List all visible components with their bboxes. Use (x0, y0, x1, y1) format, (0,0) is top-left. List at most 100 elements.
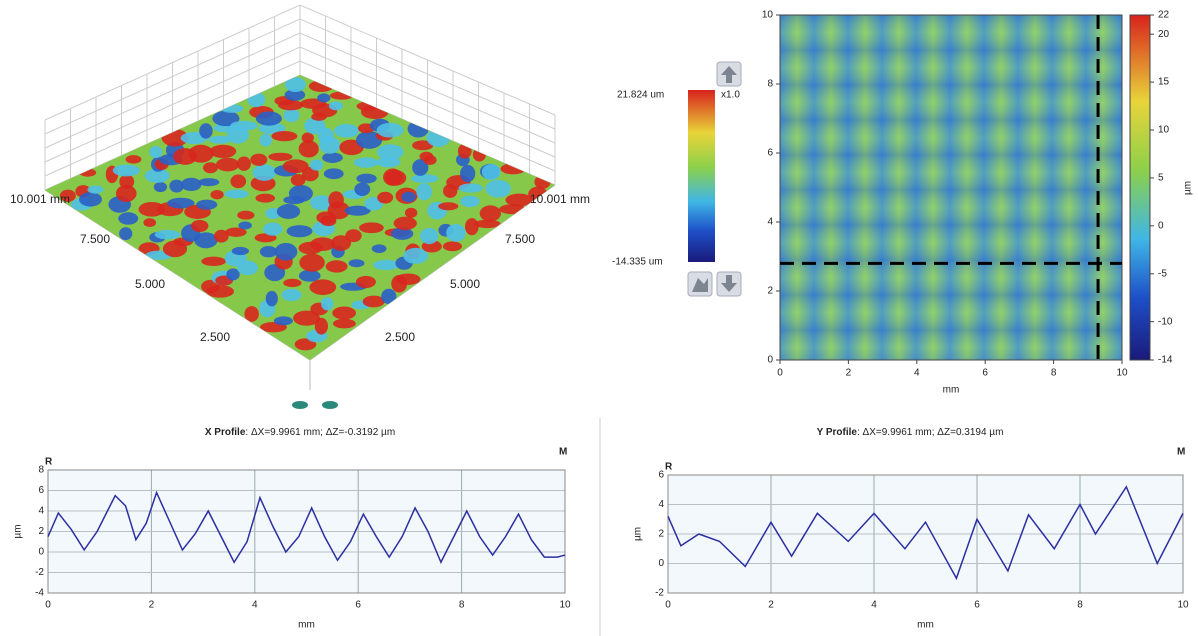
y-tick-label: 0 (767, 355, 773, 366)
surface-blob (354, 157, 378, 167)
left-axis-label: 7.500 (80, 232, 110, 246)
right-marker: M (559, 447, 567, 458)
surface-blob (500, 163, 525, 174)
surface-blob (285, 77, 306, 92)
surface-blob (332, 307, 356, 320)
profile-title: Y Profile: ΔX=9.9961 mm; ΔZ=0.3194 µm (817, 427, 1004, 438)
surface-blob (377, 123, 404, 138)
surface-blob (438, 202, 458, 210)
colorbar-tick-label: 5 (1158, 173, 1164, 184)
y-tick-label: -2 (655, 588, 664, 599)
x-tick-label: 10 (559, 600, 571, 611)
y-tick-label: 8 (767, 79, 773, 90)
surface-blob (237, 157, 251, 171)
surface-blob (310, 159, 324, 170)
surface-blob (277, 204, 300, 219)
surface-blob (119, 227, 132, 240)
y-tick-label: 2 (658, 529, 664, 540)
screenshot: 10.001 mm7.5005.0002.50010.001 mm7.5005.… (0, 0, 1198, 636)
surface-blob (356, 174, 376, 184)
surface-blob (216, 158, 239, 172)
surface-blob (405, 208, 417, 218)
surface-blob (203, 162, 218, 173)
surface-blob (534, 175, 550, 189)
y-tick-label: 6 (38, 485, 44, 496)
surface-blob (201, 257, 226, 266)
x-tick-label: 4 (914, 368, 920, 379)
surface-blob (354, 183, 370, 196)
colorbar-tick-label: -5 (1158, 268, 1167, 279)
colorbar-tick-label: 10 (1158, 125, 1170, 136)
surface-blob (260, 134, 272, 147)
x-axis-label: mm (298, 620, 315, 631)
surface-blob (402, 192, 416, 203)
y-tick-label: 6 (658, 470, 664, 481)
x-tick-label: 10 (1116, 368, 1128, 379)
x-tick-label: 2 (149, 600, 155, 611)
colorbar-tick-label: 15 (1158, 77, 1170, 88)
surface-blob (237, 261, 258, 276)
surface-blob (324, 168, 344, 179)
surface-blob (396, 273, 421, 284)
surface-blob (232, 247, 249, 255)
x-tick-label: 6 (355, 600, 361, 611)
surface-blob (460, 196, 479, 208)
surface-blob (143, 218, 156, 227)
surface-blob (206, 285, 234, 297)
surface-blob (255, 194, 275, 203)
surface-blob (416, 183, 432, 200)
surface-blob (149, 146, 162, 158)
y-tick-label: 4 (658, 499, 664, 510)
surface-blob (198, 178, 219, 186)
surface-blob (155, 230, 180, 239)
left-axis-label: 2.500 (200, 330, 230, 344)
rotate-handle[interactable] (292, 401, 308, 409)
surface-blob (385, 170, 406, 186)
y-tick-label: 2 (767, 286, 773, 297)
colorbar-tick-label: 0 (1158, 220, 1164, 231)
surface-blob (281, 289, 301, 301)
surface-blob (79, 168, 96, 176)
surface-blob (424, 155, 437, 165)
surface-blob (381, 289, 396, 304)
surface-blob (210, 145, 237, 158)
right-marker: M (1177, 447, 1185, 458)
x-tick-label: 0 (45, 600, 51, 611)
surface-blob (118, 212, 138, 224)
left-marker: R (45, 457, 53, 468)
surface-blob (443, 241, 462, 251)
right-axis-label: 5.000 (450, 277, 480, 291)
right-axis-label: 2.500 (385, 330, 415, 344)
x-tick-label: 6 (982, 368, 988, 379)
surface-blob (256, 112, 282, 126)
y-tick-label: -2 (35, 567, 44, 578)
surface-blob (377, 192, 393, 204)
surface-blob (263, 223, 282, 236)
surface-blob (181, 178, 202, 191)
left-axis-label: 10.001 mm (10, 192, 70, 206)
surface-blob (328, 191, 344, 208)
surface-blob (126, 155, 142, 164)
surface-blob (465, 218, 479, 235)
surface-blob (411, 174, 438, 183)
right-axis-label: 10.001 mm (530, 192, 590, 206)
surface-blob (459, 183, 483, 192)
surface-blob (345, 229, 361, 242)
surface-blob (260, 246, 277, 257)
heatmap-image-overlay (780, 15, 1122, 360)
surface-blob (394, 217, 417, 230)
scale-min-label: -14.335 um (612, 257, 663, 268)
y-tick-label: 10 (762, 10, 774, 21)
colorbar-tick-label: -14 (1158, 355, 1173, 366)
rotate-handle[interactable] (322, 401, 338, 409)
x-tick-label: 8 (1051, 368, 1057, 379)
surface-blob (322, 152, 343, 162)
y-tick-label: 8 (38, 465, 44, 476)
surface-blob (154, 182, 167, 192)
x-tick-label: 6 (974, 600, 980, 611)
y-tick-label: 4 (767, 217, 773, 228)
surface-blob (238, 221, 251, 229)
colorbar (1130, 15, 1150, 360)
profile-title-bold: X Profile (205, 427, 246, 438)
